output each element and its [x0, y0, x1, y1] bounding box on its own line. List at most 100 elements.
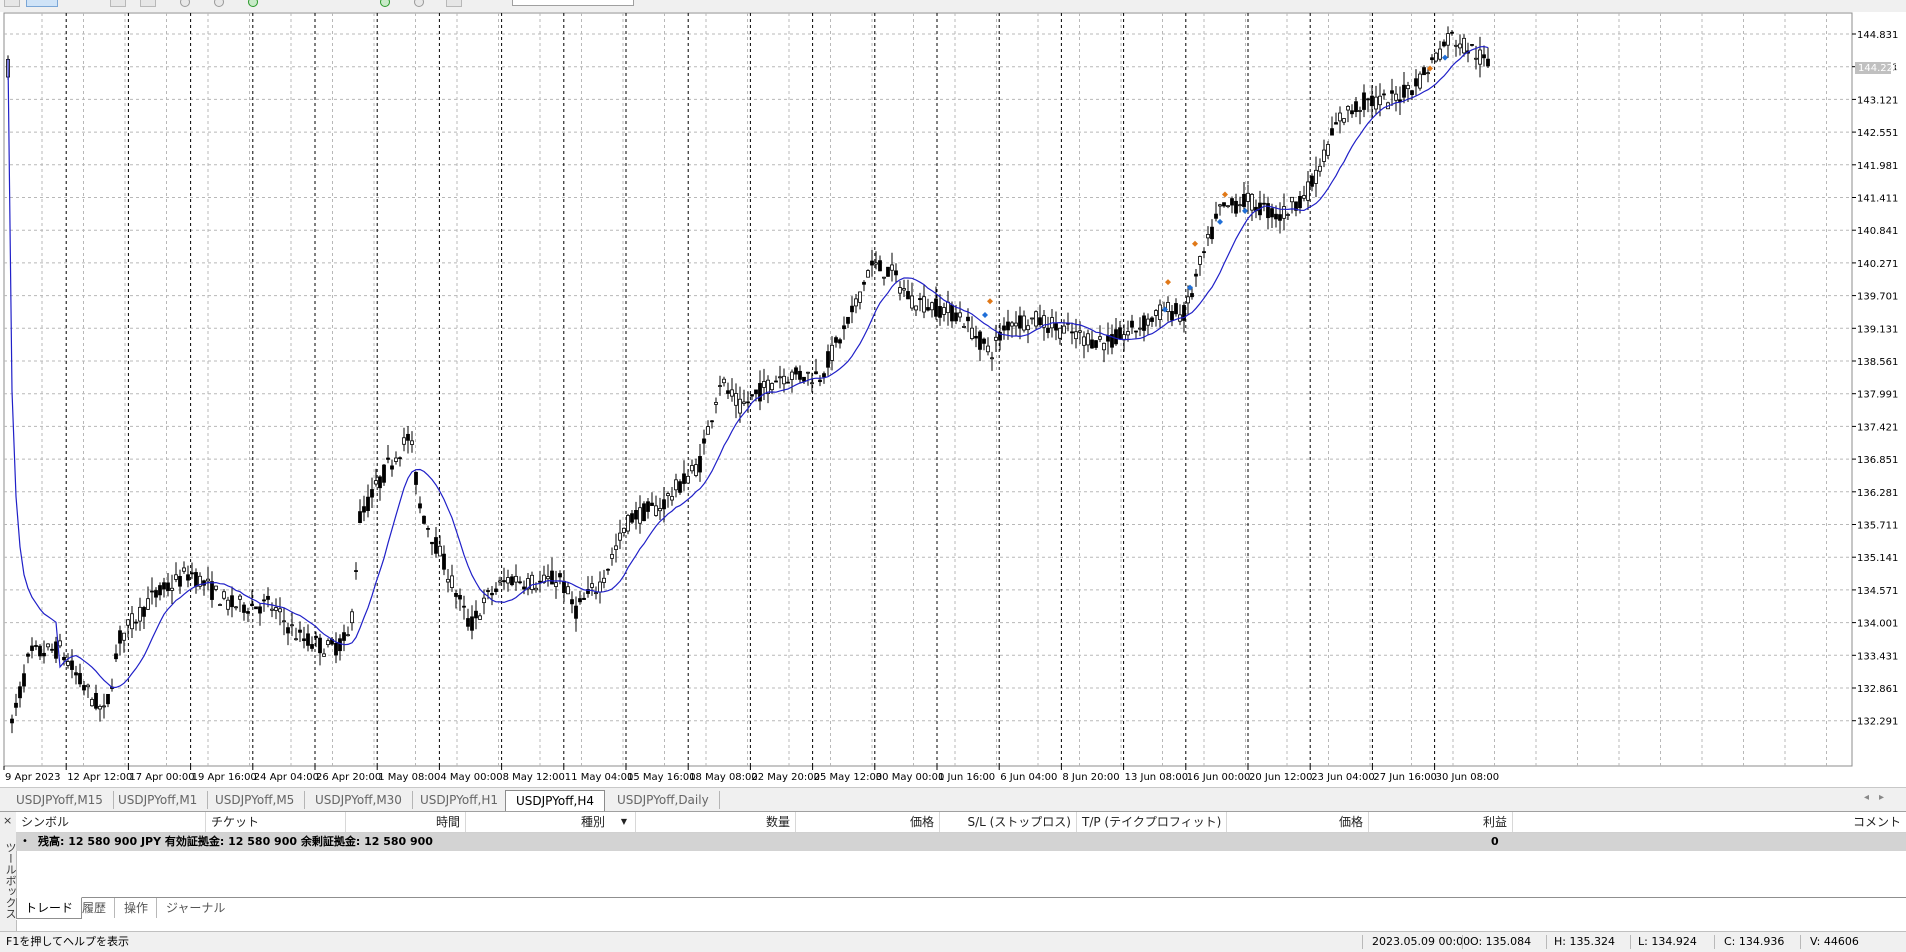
toolbar-field[interactable] [512, 0, 634, 6]
candle-body [1446, 33, 1450, 46]
candle-body [698, 456, 702, 473]
price-label: 134.001 [1857, 619, 1898, 630]
candle-body [582, 597, 586, 600]
chart-tab-h4[interactable]: USDJPYoff,H4 [505, 790, 605, 812]
candle-body [994, 336, 998, 341]
candle-body [586, 589, 590, 594]
candle-body [454, 592, 458, 597]
tab-history[interactable]: 履歴 [74, 898, 116, 918]
candle-body [1350, 110, 1354, 115]
chart-tab-label: USDJPYoff,M5 [215, 793, 295, 807]
candle-body [34, 645, 38, 647]
column-label: 価格 [1338, 815, 1363, 829]
chart-grid [4, 13, 1852, 766]
candle-body [1382, 93, 1386, 96]
sell-marker [1192, 240, 1198, 247]
candle-body [502, 580, 506, 583]
candle-body [538, 580, 542, 583]
candle-body [706, 426, 710, 435]
tab-journal[interactable]: ジャーナル [158, 898, 233, 918]
candle-body [1342, 118, 1346, 123]
column-label: 利益 [1482, 815, 1507, 829]
time-label: 8 May 12:00 [503, 772, 565, 783]
candle-body [1482, 54, 1486, 59]
candle-body [1110, 334, 1114, 348]
toolbar-button[interactable] [140, 0, 156, 7]
toolbar-button[interactable] [4, 0, 20, 7]
candle-body [402, 437, 406, 445]
tab-operations[interactable]: 操作 [116, 898, 158, 918]
candle-body [866, 270, 870, 278]
toolbar-icon[interactable] [414, 0, 424, 7]
arrow-right-icon[interactable]: ▸ [1878, 792, 1894, 803]
candle-body [1090, 339, 1094, 349]
candle-body [250, 603, 254, 606]
candle-body [310, 644, 314, 649]
column-time[interactable]: 時間 [346, 812, 466, 832]
toolbar-button[interactable] [110, 0, 126, 7]
toolbar-icon[interactable] [248, 0, 258, 7]
candle-body [174, 574, 178, 580]
column-volume[interactable]: 数量 [636, 812, 796, 832]
candle-body [302, 638, 306, 642]
tab-scroll-arrows[interactable]: ◂▸ [1864, 792, 1894, 803]
candle-body [642, 503, 646, 522]
column-sl[interactable]: S/L (ストップロス) [940, 812, 1077, 832]
chart-tab-m30[interactable]: USDJPYoff,M30 [305, 791, 413, 809]
candle-body [1078, 330, 1082, 333]
candle-body [646, 501, 650, 512]
column-comment[interactable]: コメント [1513, 812, 1906, 832]
chart-canvas[interactable]: 144.831143.691143.121142.551141.981141.4… [0, 12, 1906, 787]
column-symbol[interactable]: シンボル [16, 812, 206, 832]
candle-body [1470, 44, 1474, 46]
candle-body [990, 357, 994, 360]
candle-body [718, 385, 722, 387]
column-price[interactable]: 価格 [796, 812, 940, 832]
chart-tab-m1[interactable]: USDJPYoff,M1 [108, 791, 209, 809]
price-label: 137.421 [1857, 422, 1898, 433]
close-icon[interactable]: × [3, 814, 13, 827]
candle-body [70, 660, 74, 670]
toolbar-icon[interactable] [380, 0, 390, 7]
sort-arrow-icon[interactable]: ▼ [620, 817, 627, 826]
column-tp[interactable]: T/P (テイクプロフィット) [1077, 812, 1227, 832]
column-type[interactable]: 種別 ▼ [466, 812, 636, 832]
column-profit[interactable]: 利益 [1369, 812, 1513, 832]
balance-row[interactable]: • 残高: 12 580 900 JPY 有効証拠金: 12 580 900 余… [16, 833, 1906, 851]
candle-body [850, 305, 854, 313]
time-label: 8 Jun 20:00 [1062, 772, 1119, 783]
column-current-price[interactable]: 価格 [1227, 812, 1369, 832]
column-ticket[interactable]: チケット [206, 812, 346, 832]
candle-body [610, 554, 614, 559]
chart-tab-m15[interactable]: USDJPYoff,M15 [6, 791, 114, 809]
status-separator [1630, 935, 1631, 949]
candle-body [562, 580, 566, 594]
candle-body [858, 291, 862, 303]
candle-body [178, 576, 182, 587]
candle-body [1274, 213, 1278, 220]
toolbar-button[interactable] [446, 0, 462, 7]
candle-body [1226, 205, 1230, 208]
chart-tab-daily[interactable]: USDJPYoff,Daily [607, 791, 720, 809]
toolbar-icon[interactable] [214, 0, 224, 7]
candle-body [998, 331, 1002, 341]
price-chart[interactable]: 144.831143.691143.121142.551141.981141.4… [0, 12, 1906, 787]
candle-body [1402, 84, 1406, 98]
candle-body [1286, 214, 1290, 216]
tab-trade[interactable]: トレード [16, 897, 83, 919]
candle-body [1418, 73, 1422, 89]
candle-body [1394, 93, 1398, 101]
candle-body [1338, 112, 1342, 122]
chart-tab-m5[interactable]: USDJPYoff,M5 [205, 791, 306, 809]
candle-body [62, 656, 66, 661]
arrow-left-icon[interactable]: ◂ [1863, 792, 1879, 803]
toolbar-button-active[interactable] [26, 0, 58, 7]
price-label: 140.841 [1857, 226, 1898, 237]
chart-tab-h1[interactable]: USDJPYoff,H1 [410, 791, 509, 809]
trade-markers [982, 54, 1448, 318]
candle-body [122, 632, 126, 641]
toolbar-icon[interactable] [180, 0, 190, 7]
candle-body [222, 591, 226, 599]
candle-body [1150, 317, 1154, 322]
